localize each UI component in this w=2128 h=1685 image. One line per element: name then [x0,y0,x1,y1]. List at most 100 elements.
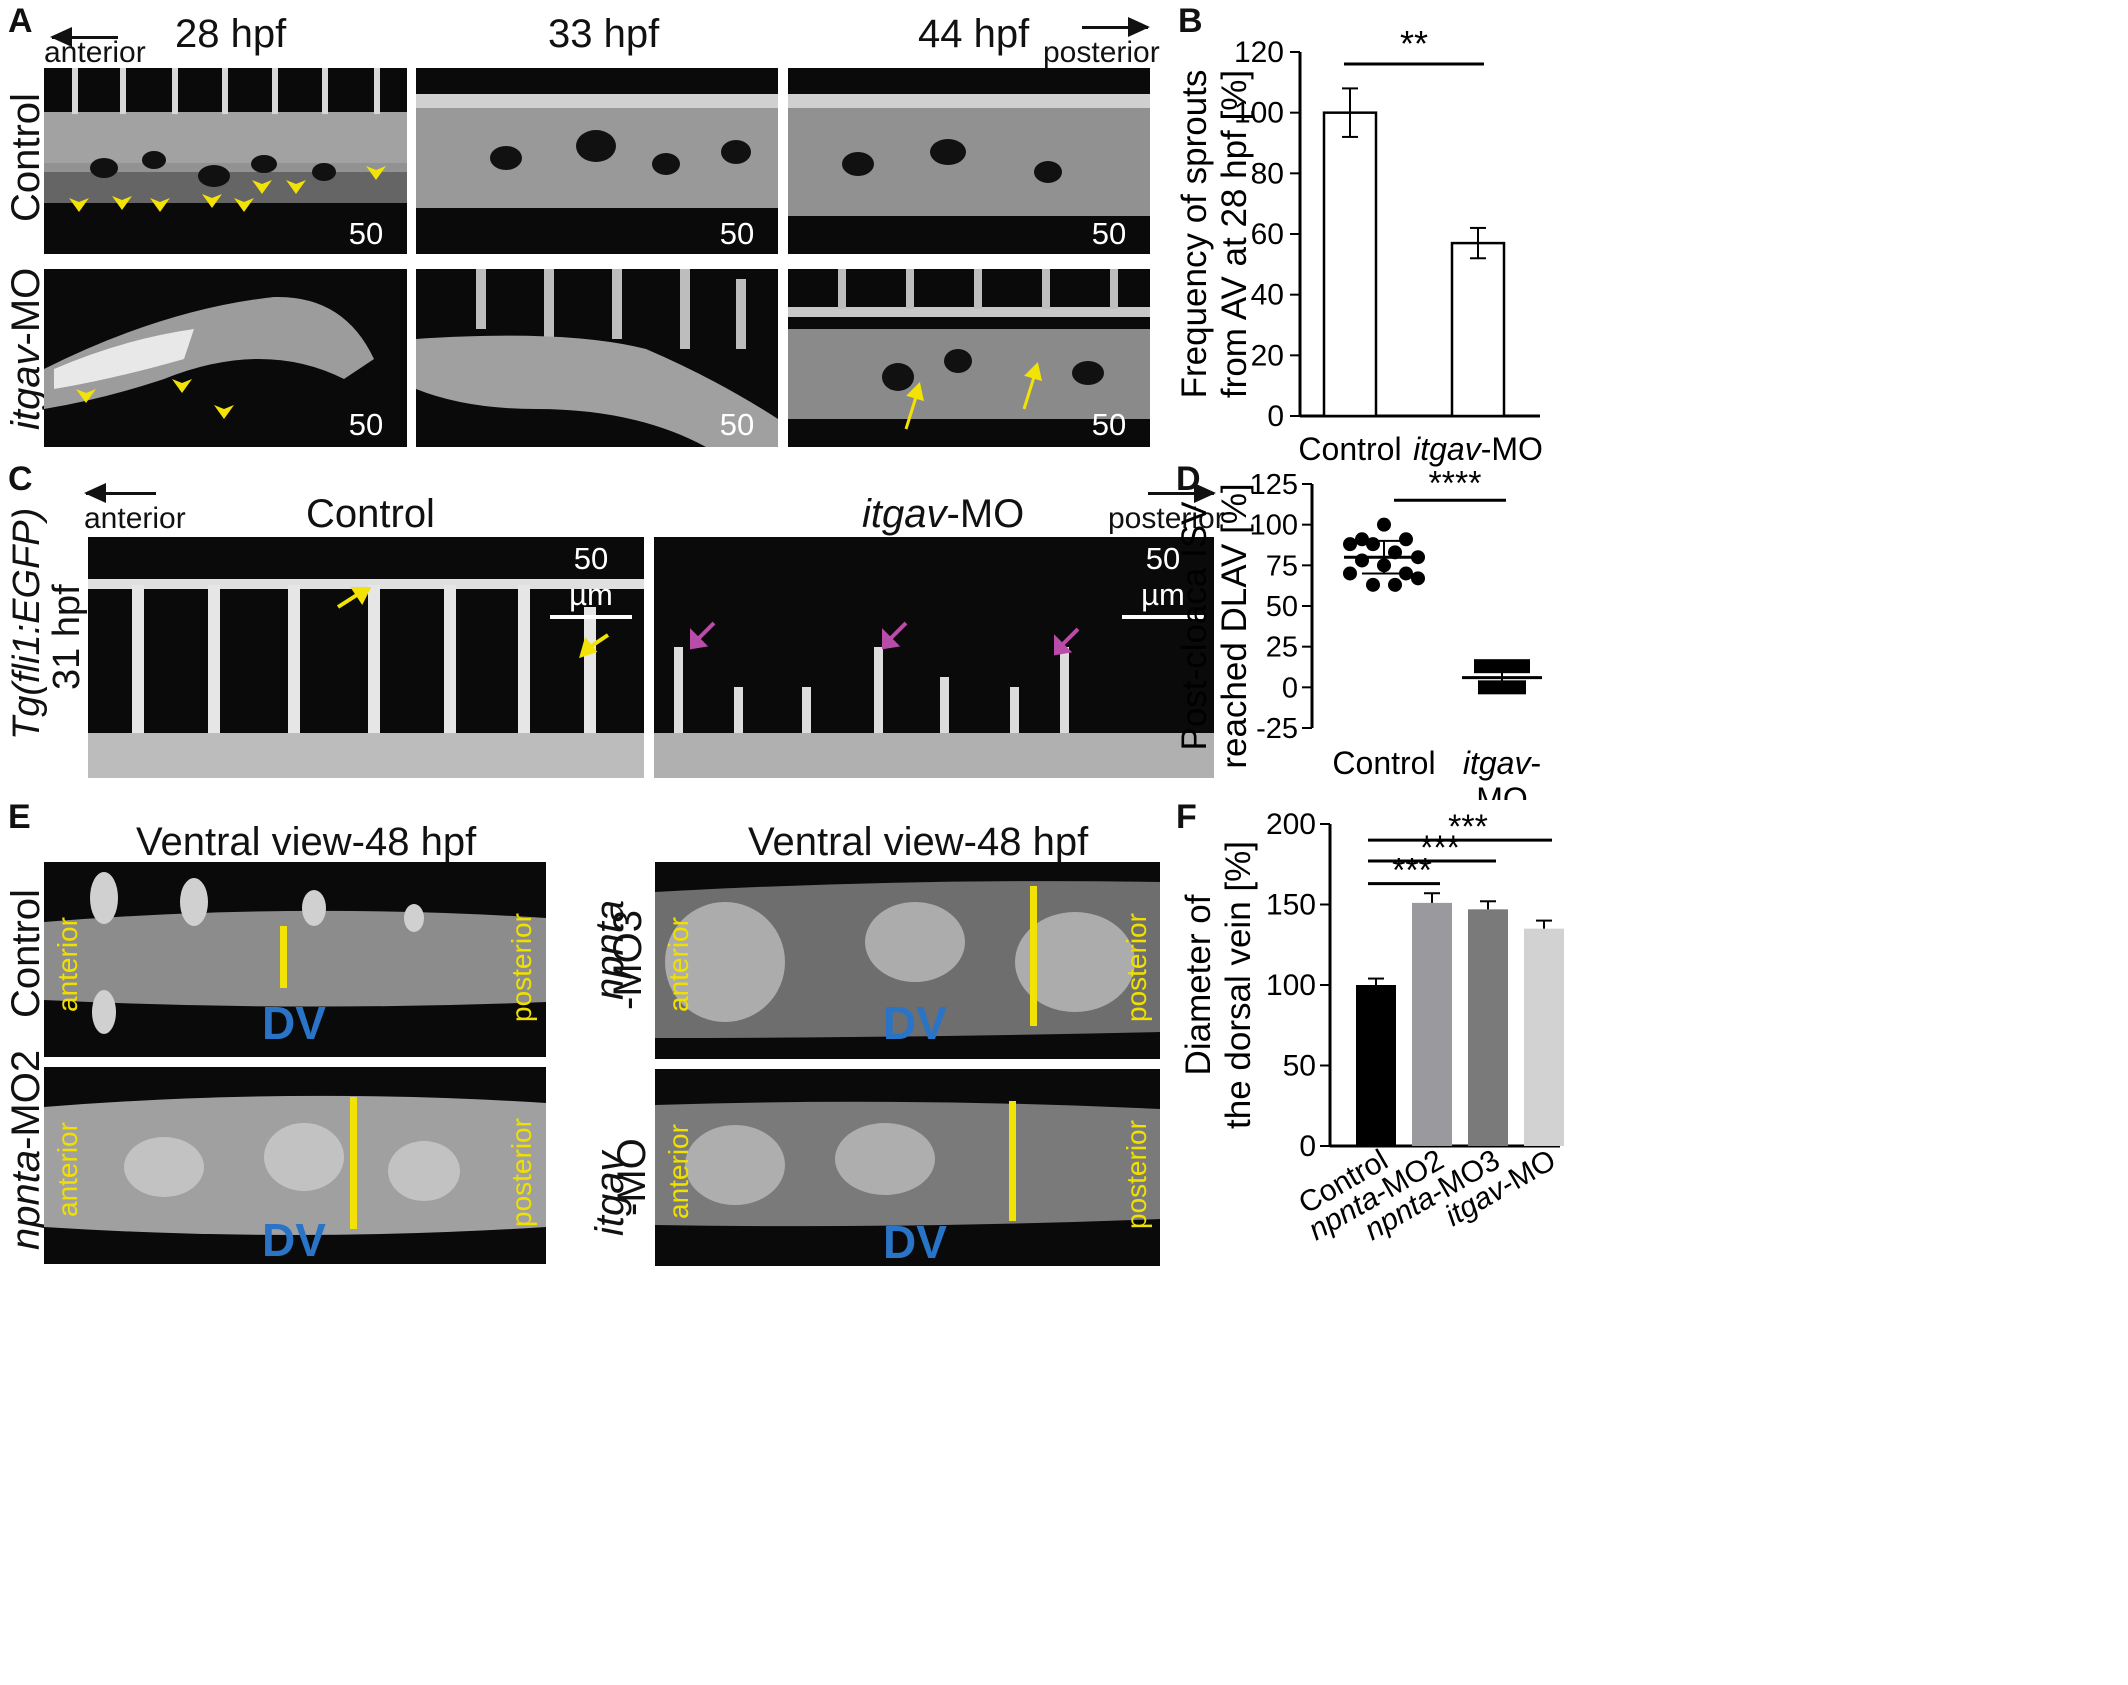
data-point-itgav [1474,659,1488,674]
y-tick-label: 125 [1250,470,1298,501]
dv-label: DV [883,1216,947,1266]
data-point-itgav [1502,659,1516,674]
y-axis-label-line1: Post-cloaca ISV [1175,501,1214,751]
y-tick-label: 100 [1250,510,1298,542]
y-tick-label: 40 [1251,279,1284,312]
micrograph-e-npnta-mo3: anterior posterior DV [655,862,1160,1059]
significance-label: ** [1400,30,1428,64]
x-label-1: itgav-MO [1413,431,1543,467]
y-tick-label: 0 [1282,672,1298,704]
y-tick-label: 50 [1283,1050,1316,1083]
y-tick-label: 20 [1251,339,1284,372]
dv-label: DV [262,1214,326,1264]
posterior-arrow-a [1082,17,1150,37]
posterior-label: posterior [506,1118,537,1227]
y-tick-label: 100 [1234,97,1284,130]
y-tick-label: 0 [1267,400,1284,433]
micrograph-e-control: anterior posterior DV [44,862,546,1057]
data-point-itgav [1516,659,1530,674]
bar-1 [1412,902,1452,1146]
data-point-itgav [1486,680,1494,695]
side-label-c-line2: 31 hpf [46,584,88,690]
y-axis-label-line1: Frequency of sprouts [1175,70,1214,399]
bar-3 [1524,928,1564,1146]
y-axis-label-line2: from AV at 28 hpf [%] [1215,70,1254,398]
posterior-label: posterior [506,913,537,1022]
significance-label: *** [1448,808,1488,846]
y-tick-label: 60 [1251,218,1284,251]
time-label-33: 33 hpf [548,12,660,56]
bar-0 [1356,985,1396,1146]
row-label-control-a: Control [4,93,48,222]
row-label-control-e: Control [4,889,48,1018]
row-label-npnta-mo3-line2: -MO3 [606,910,650,1010]
data-point-control [1355,553,1369,568]
scale-bar: 50 µm [550,541,632,619]
row-label-itgav-e-line2: -MO [610,1138,654,1216]
micrograph-itgav-33hpf: 50 µm [416,269,778,447]
anterior-label: anterior [663,917,694,1012]
posterior-label: posterior [1121,1120,1152,1229]
time-label-44: 44 hpf [918,12,1030,56]
panel-label-a: A [8,2,33,40]
posterior-label: posterior [1121,913,1152,1022]
anterior-arrow-a [50,27,118,47]
data-point-control [1399,532,1413,547]
data-point-control [1411,571,1425,586]
x-label-1-line2: MO [1476,781,1528,800]
time-label-28: 28 hpf [175,12,287,56]
data-point-itgav [1518,680,1526,695]
anterior-label-c: anterior [84,502,186,535]
panel-label-e: E [8,798,31,836]
y-tick-label: 0 [1299,1130,1316,1163]
x-label-0: Control [1298,431,1401,467]
chart-panel-b: 0 20 40 60 80 100 120 Control itgav-MO ** Frequenc… [1170,23,1560,470]
y-tick-label: 200 [1266,808,1316,841]
title-itgav-c: itgav-MO [862,492,1025,536]
title-control-c: Control [306,492,435,536]
y-tick-label: 150 [1266,889,1316,922]
significance-label: *** [1392,852,1432,890]
x-label-0: Control [1332,745,1435,781]
side-label-c-line1: Tg(fli1:EGFP) [6,507,48,740]
x-label-1-line1: itgav- [1463,745,1541,781]
micrograph-e-itgav-mo: anterior posterior DV [655,1069,1160,1266]
anterior-label: anterior [52,1122,83,1217]
data-point-control [1343,537,1357,552]
micrograph-control-31hpf: 50 µm [88,537,644,778]
bar-2 [1468,909,1508,1146]
micrograph-itgav-28hpf: 50 µm [44,269,407,447]
data-point-control [1366,577,1380,592]
posterior-label-c: posterior [1108,502,1225,535]
micrograph-control-33hpf: 50 µm [416,68,778,254]
anterior-label-a: anterior [44,36,146,69]
posterior-arrow-c [1148,483,1216,503]
micrograph-control-44hpf: 50 µm [788,68,1150,254]
data-point-control [1388,577,1402,592]
y-axis-label-line1: Diameter of [1179,894,1218,1075]
y-tick-label: 80 [1251,157,1284,190]
bar-1 [1450,241,1506,418]
panel-label-d: D [1176,460,1201,498]
row-label-npnta-mo2: npnta-MO2 [4,1049,48,1250]
anterior-label: anterior [52,917,83,1012]
data-point-control [1366,537,1380,552]
scale-bar: 50 µm [327,216,405,254]
title-ventral-left: Ventral view-48 hpf [136,820,477,864]
data-point-control [1355,532,1369,547]
micrograph-itgav-44hpf: 50 µm [788,269,1150,447]
scale-bar: 50 µm [1070,407,1148,447]
scale-bar: 50 µm [698,216,776,254]
posterior-label-a: posterior [1043,36,1160,69]
anterior-label: anterior [663,1124,694,1219]
data-point-control [1377,517,1391,532]
title-ventral-right: Ventral view-48 hpf [748,820,1089,864]
micrograph-e-npnta-mo2: anterior posterior DV [44,1067,546,1264]
scale-bar: 50 µm [1070,216,1148,254]
panel-label-c: C [8,460,33,498]
scale-bar: 50 µm [1122,541,1204,619]
y-tick-label: 50 [1266,591,1298,623]
y-tick-label: 75 [1266,550,1298,582]
data-point-control [1343,566,1357,581]
data-point-itgav [1494,680,1502,695]
